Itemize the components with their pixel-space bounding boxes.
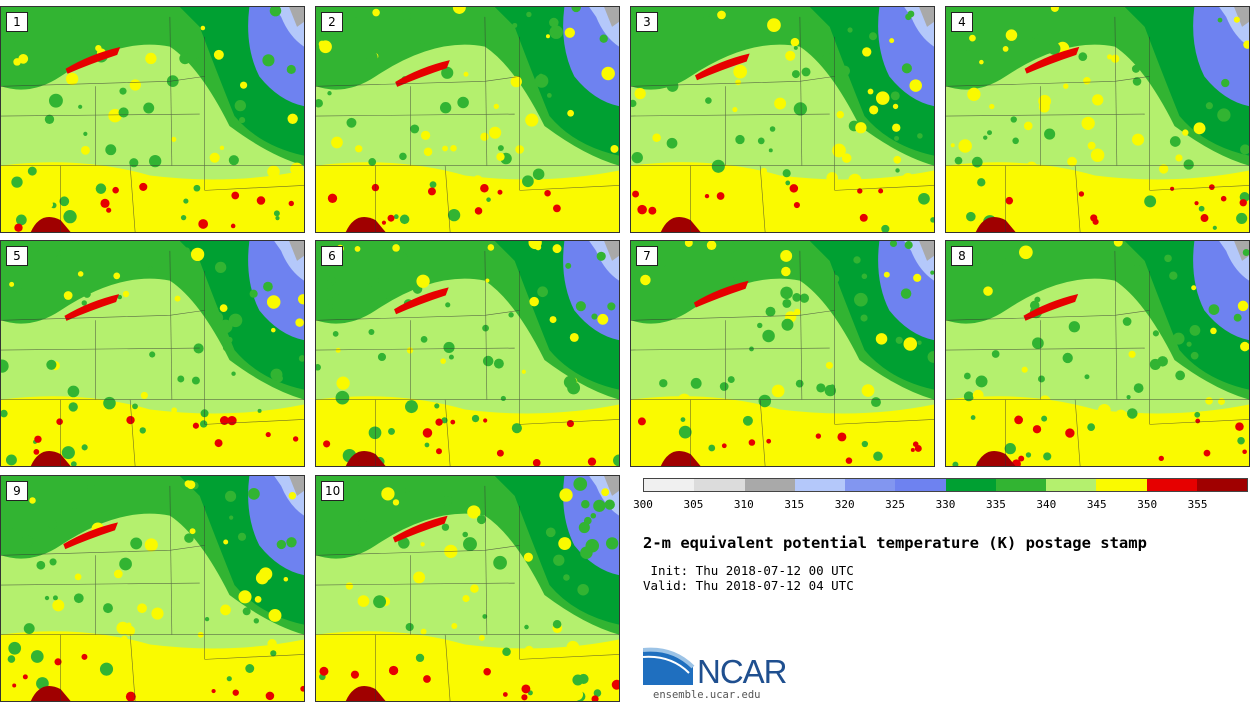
figure-title: 2-m equivalent potential temperature (K)…: [643, 534, 1147, 552]
colorbar-tick-label: 330: [935, 498, 956, 511]
field-map: [316, 476, 619, 701]
member-number-label: 7: [636, 246, 658, 266]
init-time: Init: Thu 2018-07-12 00 UTC: [643, 563, 854, 578]
colorbar-tick-label: 310: [733, 498, 754, 511]
field-map: [631, 7, 934, 232]
postage-stamp-panel: 10: [315, 475, 620, 702]
field-map: [1, 476, 304, 701]
colorbar-tick-label: 325: [885, 498, 906, 511]
colorbar-swatch: [895, 479, 946, 491]
field-map: [946, 7, 1249, 232]
colorbar-tick-label: 335: [985, 498, 1006, 511]
postage-stamp-panel: 6: [315, 240, 620, 467]
member-number-label: 3: [636, 12, 658, 32]
colorbar-swatch: [644, 479, 695, 491]
member-number-label: 8: [951, 246, 973, 266]
ncar-logo-icon: [643, 647, 695, 685]
field-map: [316, 241, 619, 466]
colorbar-tick-label: 350: [1137, 498, 1158, 511]
member-number-label: 10: [321, 481, 345, 501]
colorbar: [643, 478, 1248, 492]
postage-stamp-panel: 4: [945, 6, 1250, 233]
colorbar-swatch: [1046, 479, 1097, 491]
member-number-label: 6: [321, 246, 343, 266]
colorbar-tick-label: 305: [683, 498, 704, 511]
colorbar-tick-label: 320: [834, 498, 855, 511]
postage-stamp-panel: 9: [0, 475, 305, 702]
colorbar-swatch: [794, 479, 845, 491]
field-map: [631, 241, 934, 466]
postage-stamp-panel: 1: [0, 6, 305, 233]
postage-stamp-panel: 3: [630, 6, 935, 233]
field-map: [1, 241, 304, 466]
colorbar-swatch: [1196, 479, 1247, 491]
colorbar-swatch: [1096, 479, 1147, 491]
colorbar-swatch: [694, 479, 745, 491]
colorbar-tick-label: 300: [633, 498, 653, 511]
colorbar-swatch: [744, 479, 795, 491]
postage-stamp-panel: 7: [630, 240, 935, 467]
colorbar-ticks: 300 305 310 315 320 325 330 335 340 345 350 355: [633, 498, 1248, 514]
postage-stamp-panel: 2: [315, 6, 620, 233]
colorbar-tick-label: 355: [1187, 498, 1208, 511]
field-map: [1, 7, 304, 232]
colorbar-swatch: [945, 479, 996, 491]
logo-url: ensemble.ucar.edu: [653, 689, 761, 701]
colorbar-swatch: [995, 479, 1046, 491]
postage-stamp-panel: 8: [945, 240, 1250, 467]
member-number-label: 9: [6, 481, 28, 501]
member-number-label: 5: [6, 246, 28, 266]
colorbar-tick-label: 315: [784, 498, 805, 511]
colorbar-swatch: [845, 479, 896, 491]
member-number-label: 4: [951, 12, 973, 32]
colorbar-tick-label: 345: [1086, 498, 1107, 511]
member-number-label: 2: [321, 12, 343, 32]
postage-stamp-panel: 5: [0, 240, 305, 467]
logo-text: NCAR: [697, 653, 788, 690]
colorbar-tick-label: 340: [1036, 498, 1057, 511]
field-map: [316, 7, 619, 232]
colorbar-swatch: [1146, 479, 1197, 491]
field-map: [946, 241, 1249, 466]
valid-time: Valid: Thu 2018-07-12 04 UTC: [643, 578, 854, 593]
member-number-label: 1: [6, 12, 28, 32]
